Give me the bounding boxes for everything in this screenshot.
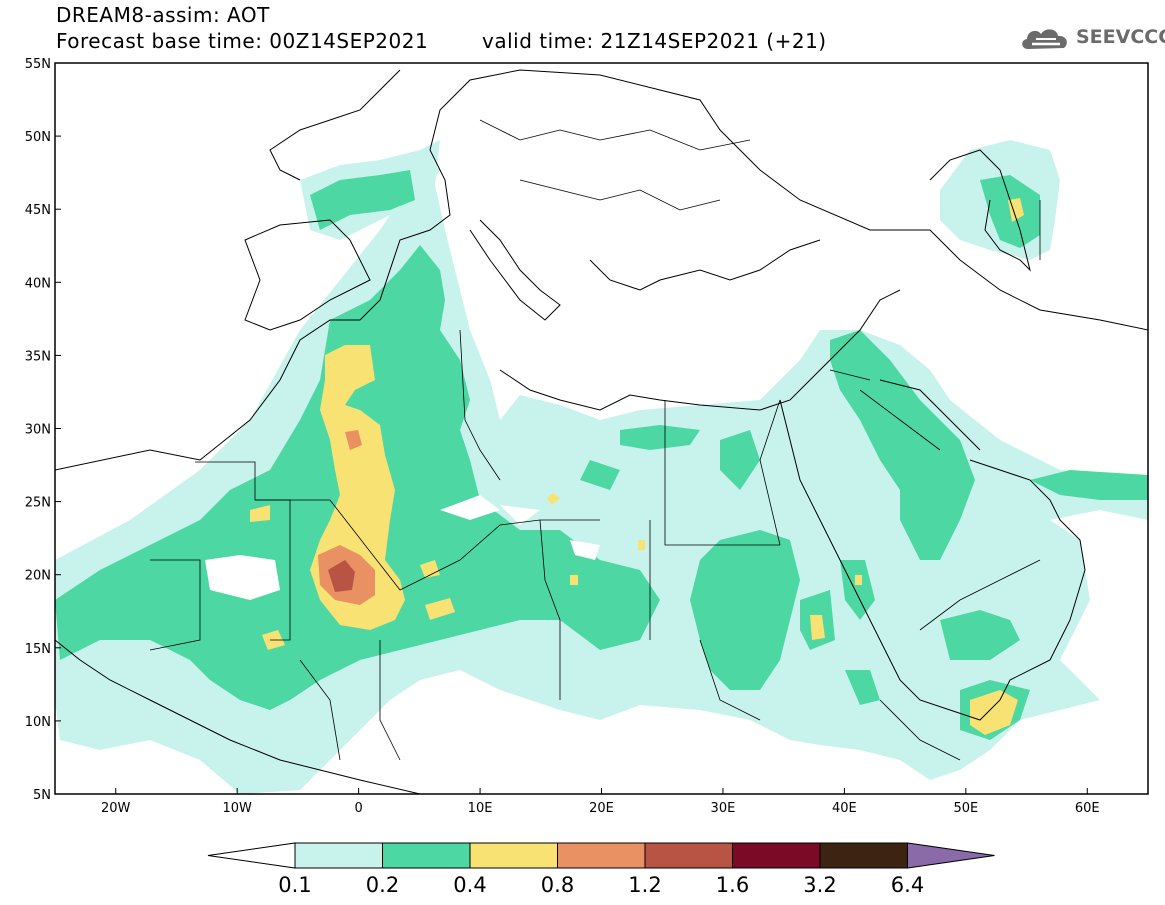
lon-tick-label: 20W <box>101 801 131 816</box>
logo-text: SEEVCCC <box>1076 26 1165 48</box>
lat-tick-label: 45N <box>25 203 51 218</box>
lon-tick-label: 10W <box>222 801 252 816</box>
lon-tick-label: 60E <box>1075 801 1100 816</box>
coastlines <box>55 69 1148 794</box>
colorbar-label: 0.1 <box>278 873 311 897</box>
colorbar-label: 0.8 <box>541 873 574 897</box>
colorbar: 0.1 0.2 0.4 0.8 1.2 1.6 3.2 6.4 <box>207 842 995 897</box>
colorbar-over-triangle <box>907 842 995 869</box>
colorbar-box <box>469 842 558 869</box>
valid-time: valid time: 21Z14SEP2021 (+21) <box>482 29 827 53</box>
lat-tick-label: 35N <box>25 349 51 364</box>
lat-tick-label: 25N <box>25 496 51 511</box>
lon-tick-label: 20E <box>589 801 614 816</box>
aot-gaps <box>205 495 600 600</box>
lon-tick-label: 10E <box>468 801 493 816</box>
lon-tick-label: 40E <box>832 801 857 816</box>
colorbar-box <box>644 842 733 869</box>
forecast-base-time: Forecast base time: 00Z14SEP2021 <box>56 29 429 53</box>
colorbar-label: 1.2 <box>628 873 661 897</box>
colorbar-label: 1.6 <box>716 873 749 897</box>
colorbar-under-triangle <box>207 842 296 869</box>
colorbar-box <box>382 842 471 869</box>
lat-tick-label: 55N <box>25 57 51 72</box>
colorbar-box <box>732 842 821 869</box>
aot-field <box>55 140 1148 794</box>
colorbar-label: 6.4 <box>891 873 924 897</box>
lat-tick-label: 15N <box>25 642 51 657</box>
country-borders <box>149 119 1041 761</box>
colorbar-label: 3.2 <box>803 873 836 897</box>
colorbar-label: 0.2 <box>366 873 399 897</box>
seevccc-logo: SEEVCCC <box>1018 22 1165 58</box>
lon-tick-label: 0 <box>354 801 362 816</box>
lat-tick-label: 5N <box>33 788 51 803</box>
map-title: DREAM8-assim: AOT <box>56 3 270 27</box>
lon-tick-label: 30E <box>711 801 736 816</box>
colorbar-label: 0.4 <box>453 873 486 897</box>
colorbar-box <box>819 842 908 869</box>
lon-tick-label: 50E <box>953 801 978 816</box>
lat-tick-label: 50N <box>25 130 51 145</box>
latitude-axis: 55N 50N 45N 40N 35N 30N 25N 20N 15N 10N 5N <box>25 57 61 803</box>
aot-level-1-2 <box>328 560 355 592</box>
lat-tick-label: 20N <box>25 569 51 584</box>
colorbar-box <box>557 842 646 869</box>
lat-tick-label: 40N <box>25 276 51 291</box>
cloud-icon <box>1022 29 1067 49</box>
lat-tick-label: 30N <box>25 423 51 438</box>
lat-tick-label: 10N <box>25 715 51 730</box>
longitude-axis: 20W 10W 0 10E 20E 30E 40E 50E 60E <box>101 788 1100 816</box>
colorbar-box <box>294 842 383 869</box>
